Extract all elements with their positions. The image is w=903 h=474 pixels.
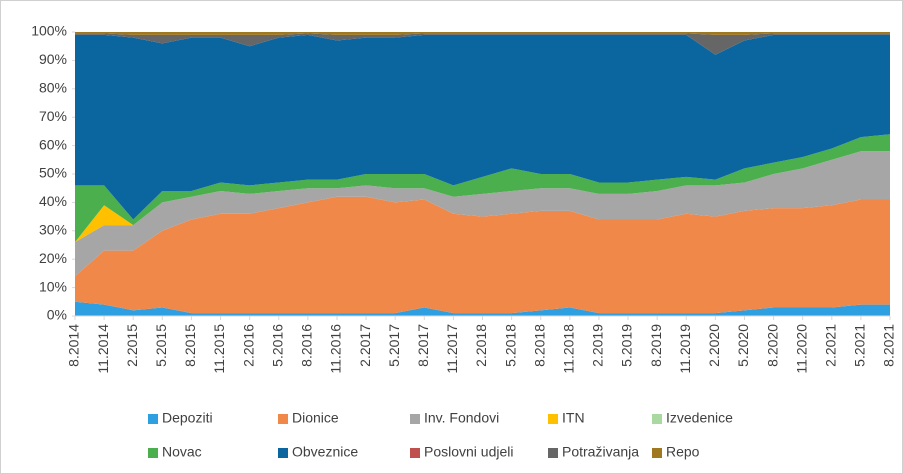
area — [75, 151, 890, 277]
y-tick-label: 30% — [39, 222, 67, 238]
y-tick-label: 20% — [39, 250, 67, 266]
x-tick-label: 5.2021 — [852, 324, 868, 367]
x-tick-label: 8.2017 — [415, 324, 431, 367]
x-tick-label: 5.2018 — [502, 324, 518, 367]
y-tick-label: 70% — [39, 108, 67, 124]
x-tick-label: 5.2019 — [619, 324, 635, 367]
legend-swatch — [278, 448, 288, 458]
x-tick-label: 2.2021 — [822, 324, 838, 367]
legend-swatch — [410, 414, 420, 424]
legend-label: Depoziti — [162, 410, 213, 426]
x-tick-label: 2.2016 — [240, 324, 256, 367]
x-tick-label: 2.2015 — [124, 324, 140, 367]
legend-swatch — [652, 414, 662, 424]
x-tick-label: 8.2016 — [299, 324, 315, 367]
y-tick-label: 10% — [39, 278, 67, 294]
x-tick-label: 8.2020 — [764, 324, 780, 367]
x-tick-label: 8.2019 — [648, 324, 664, 367]
x-tick-label: 11.2020 — [793, 324, 809, 374]
x-tick-label: 11.2014 — [95, 324, 111, 374]
legend-swatch — [652, 448, 662, 458]
legend-label: ITN — [562, 410, 585, 426]
x-tick-label: 5.2016 — [269, 324, 285, 367]
legend-label: Obveznice — [292, 444, 358, 460]
x-tick-label: 8.2018 — [531, 324, 547, 367]
area — [75, 33, 890, 55]
x-tick-label: 11.2015 — [211, 324, 227, 374]
x-tick-label: 11.2018 — [561, 324, 577, 374]
x-tick-label: 8.2015 — [182, 324, 198, 367]
legend-swatch — [410, 448, 420, 458]
legend-label: Dionice — [292, 410, 339, 426]
legend-label: Novac — [162, 444, 202, 460]
area — [75, 32, 890, 35]
y-tick-label: 80% — [39, 80, 67, 96]
legend-swatch — [148, 414, 158, 424]
area — [75, 196, 890, 314]
y-tick-label: 50% — [39, 165, 67, 181]
y-tick-label: 0% — [47, 307, 67, 323]
y-tick-label: 60% — [39, 136, 67, 152]
legend-label: Repo — [666, 444, 700, 460]
legend-swatch — [548, 448, 558, 458]
area — [75, 34, 890, 220]
y-tick-label: 40% — [39, 193, 67, 209]
x-tick-label: 5.2020 — [735, 324, 751, 367]
x-tick-label: 5.2015 — [153, 324, 169, 367]
x-tick-label: 2.2019 — [590, 324, 606, 367]
y-tick-label: 90% — [39, 51, 67, 67]
x-tick-label: 2.2018 — [473, 324, 489, 367]
legend-swatch — [278, 414, 288, 424]
legend-label: Izvedenice — [666, 410, 733, 426]
x-tick-label: 8.2021 — [881, 324, 897, 367]
x-tick-label: 11.2019 — [677, 324, 693, 374]
x-tick-label: 2.2020 — [706, 324, 722, 367]
x-tick-label: 11.2016 — [328, 324, 344, 374]
legend-label: Inv. Fondovi — [424, 410, 499, 426]
y-tick-label: 100% — [31, 23, 67, 39]
legend-label: Poslovni udjeli — [424, 444, 514, 460]
area — [75, 134, 890, 243]
legend-swatch — [148, 448, 158, 458]
legend-label: Potraživanja — [562, 444, 639, 460]
legend-swatch — [548, 414, 558, 424]
x-tick-label: 2.2017 — [357, 324, 373, 367]
x-tick-label: 11.2017 — [444, 324, 460, 374]
x-tick-label: 8.2014 — [66, 324, 82, 367]
x-tick-label: 5.2017 — [386, 324, 402, 367]
